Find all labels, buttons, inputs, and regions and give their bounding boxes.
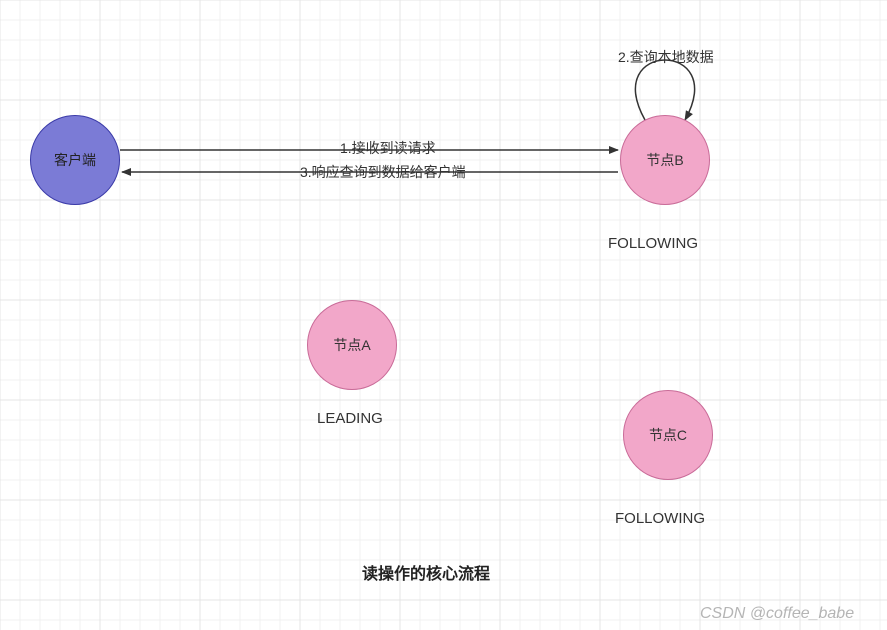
diagram-title: 读操作的核心流程: [362, 560, 490, 584]
grid-background: [0, 0, 887, 630]
edge-label-1: 1.接收到读请求: [340, 138, 436, 158]
node-c: 节点C: [623, 390, 713, 480]
node-b: 节点B: [620, 115, 710, 205]
node-client: 客户端: [30, 115, 120, 205]
node-a-caption: LEADING: [317, 410, 383, 427]
node-b-label: 节点B: [646, 150, 683, 170]
node-c-caption: FOLLOWING: [615, 510, 705, 527]
node-a: 节点A: [307, 300, 397, 390]
node-a-label: 节点A: [333, 335, 370, 355]
watermark: CSDN @coffee_babe: [700, 605, 854, 623]
node-client-label: 客户端: [54, 150, 96, 170]
node-b-caption: FOLLOWING: [608, 235, 698, 252]
edge-label-3: 3.响应查询到数据给客户端: [300, 162, 466, 182]
diagram-canvas: 客户端 节点B 节点A 节点C FOLLOWING LEADING FOLLOW…: [0, 0, 887, 630]
edge-label-2: 2.查询本地数据: [618, 47, 714, 67]
node-c-label: 节点C: [649, 425, 687, 445]
